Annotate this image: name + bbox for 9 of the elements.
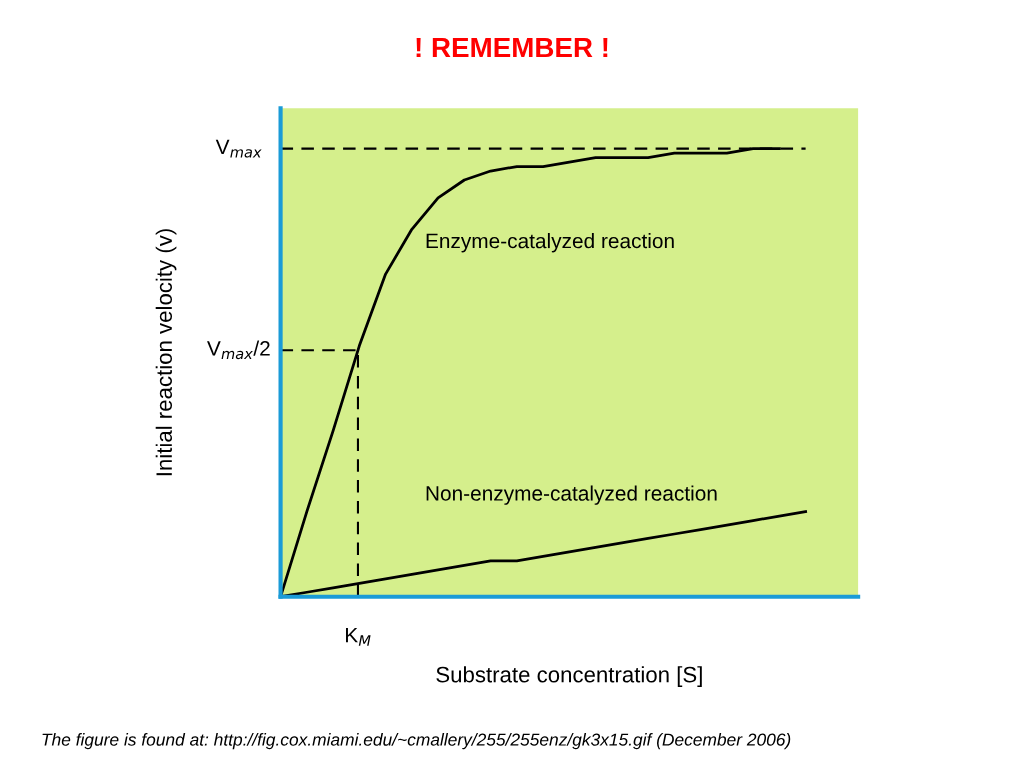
y-axis-title: Initial reaction velocity (v) [155,229,177,476]
text: K$_{M}$ [346,628,371,646]
ref-line-label: V$_{max}$ [215,139,262,158]
text: The figure is found at: http://fig.cox.miami.edu/~cmallery/255/255enz/gk3x15.gif (December 2006) [42,733,791,750]
series-label: Enzyme-catalyzed reaction [426,233,674,253]
series-label: Non-enzyme-catalyzed reaction [426,485,717,505]
x-axis-title: Substrate concentration [S] [436,666,702,687]
chart-title: ! REMEMBER ! [416,37,608,58]
ref-line-label: V$_{max}$/2 [207,340,270,360]
